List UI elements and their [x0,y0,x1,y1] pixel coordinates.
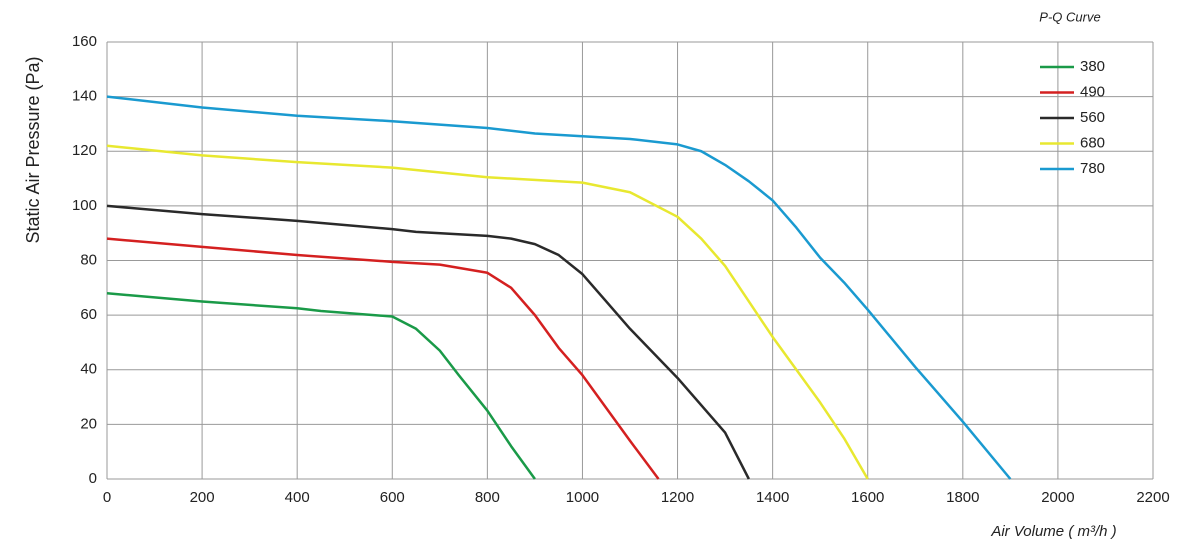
x-tick-label: 1400 [756,489,789,506]
series-line [106,292,536,480]
y-tick-label: 60 [80,306,97,323]
x-tick-label: 600 [380,489,405,506]
y-tick-label: 160 [72,33,97,50]
series-line [106,95,1012,480]
x-tick-label: 0 [103,489,111,506]
x-axis-label: Air Volume ( m³/h ) [990,523,1116,540]
y-axis-label: Static Air Pressure (Pa) [23,56,43,243]
y-tick-label: 0 [89,470,97,487]
y-tick-label: 140 [72,88,97,105]
legend-label: 780 [1080,160,1105,177]
series-line [106,204,750,480]
legend-label: 680 [1080,134,1105,151]
x-tick-label: 200 [190,489,215,506]
x-tick-label: 2200 [1136,489,1169,506]
x-tick-label: 1000 [566,489,599,506]
chart-title: P-Q Curve [1039,9,1100,24]
x-tick-label: 400 [285,489,310,506]
y-tick-label: 100 [72,197,97,214]
x-tick-label: 1800 [946,489,979,506]
y-tick-label: 20 [80,415,97,432]
series-line [106,144,869,480]
legend-label: 560 [1080,109,1105,126]
series-line [106,237,660,480]
x-tick-label: 2000 [1041,489,1074,506]
y-tick-label: 80 [80,251,97,268]
x-tick-label: 800 [475,489,500,506]
y-tick-label: 40 [80,361,97,378]
legend-label: 490 [1080,83,1105,100]
x-tick-label: 1200 [661,489,694,506]
x-tick-label: 1600 [851,489,884,506]
legend-label: 380 [1080,58,1105,75]
y-tick-label: 120 [72,142,97,159]
